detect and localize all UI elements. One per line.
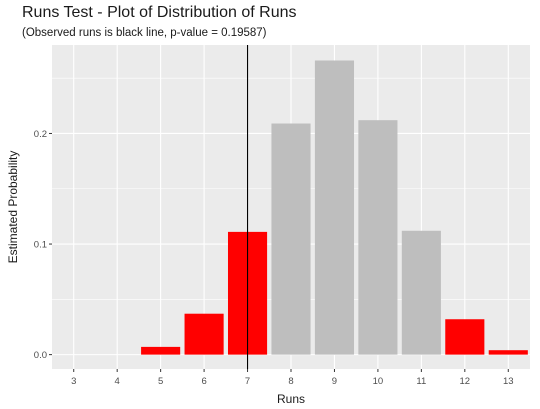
- x-tick-label: 5: [158, 376, 163, 387]
- x-tick-label: 3: [71, 376, 76, 387]
- y-tick-label: 0.1: [34, 240, 47, 251]
- x-tick-label: 10: [373, 376, 384, 387]
- bar-10: [358, 120, 398, 355]
- x-axis-title: Runs: [277, 392, 305, 406]
- x-tick-label: 11: [416, 376, 426, 387]
- chart-subtitle: (Observed runs is black line, p-value = …: [22, 27, 267, 39]
- x-tick-label: 13: [503, 376, 514, 387]
- x-tick-label: 12: [460, 376, 471, 387]
- x-tick-label: 9: [332, 376, 337, 387]
- bar-12: [445, 319, 485, 355]
- x-tick-label: 7: [245, 376, 250, 387]
- chart-title: Runs Test - Plot of Distribution of Runs: [22, 4, 297, 21]
- x-axis: 3 4 5 6 7 8 9 10 11 12 13: [71, 369, 514, 387]
- y-axis: 0.0 0.1 0.2: [34, 129, 52, 361]
- bar-6: [184, 313, 224, 355]
- y-tick-label: 0.2: [34, 129, 47, 140]
- bar-11: [401, 230, 441, 355]
- y-tick-label: 0.0: [34, 350, 47, 361]
- x-tick-label: 4: [115, 376, 120, 387]
- y-axis-title: Estimated Probability: [6, 151, 20, 264]
- x-tick-label: 8: [288, 376, 293, 387]
- bar-13: [488, 350, 528, 355]
- bar-5: [141, 346, 181, 355]
- bars: [141, 60, 528, 355]
- bar-9: [314, 60, 355, 355]
- bar-8: [271, 123, 311, 355]
- x-tick-label: 6: [201, 376, 206, 387]
